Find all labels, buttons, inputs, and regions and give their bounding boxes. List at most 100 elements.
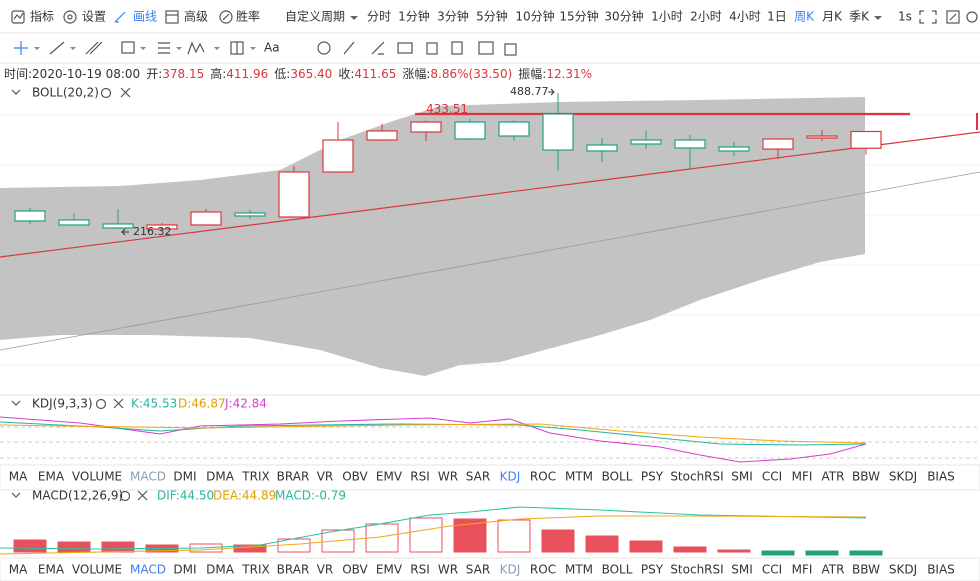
indicator-tab[interactable]: ATR	[822, 563, 845, 577]
indicator-tab[interactable]: CCI	[762, 563, 782, 577]
period[interactable]: 5分钟	[476, 9, 508, 24]
indicator-tab[interactable]: ROC	[530, 563, 556, 577]
indicator-tab[interactable]: BOLL	[602, 563, 633, 577]
indicator-tab[interactable]: BBW	[852, 470, 880, 484]
indicator-tab[interactable]: TRIX	[241, 563, 269, 577]
indicator-tab[interactable]: ROC	[530, 470, 556, 484]
indicator-tab[interactable]: DMI	[173, 563, 196, 577]
collapse[interactable]	[11, 400, 21, 406]
candle-body	[454, 121, 486, 140]
drawing-tools	[14, 41, 517, 56]
period[interactable]: 10分钟	[515, 9, 554, 24]
indicator-tab[interactable]: MA	[9, 563, 28, 577]
indicator-tab[interactable]: StochRSI	[670, 470, 723, 484]
close-icon[interactable]	[137, 490, 148, 501]
indicator-tab[interactable]: BRAR	[277, 470, 310, 484]
period[interactable]: 分时	[367, 10, 391, 24]
indicator-tab[interactable]: EMV	[376, 470, 403, 484]
indicator-tab[interactable]: MACD	[130, 563, 166, 577]
indicator-tab[interactable]: VOLUME	[72, 563, 122, 577]
toolbar-item[interactable]: 胜率	[236, 9, 260, 24]
indicator-tab[interactable]: BBW	[852, 563, 880, 577]
indicator-tab[interactable]: RSI	[410, 563, 430, 577]
info-label: 收:	[338, 67, 354, 81]
settings-icon[interactable]	[95, 398, 107, 410]
indicator-tab[interactable]: KDJ	[500, 470, 521, 484]
indicator-tab[interactable]: MA	[9, 470, 28, 484]
kdj-k-line	[0, 421, 867, 446]
indicator-tab[interactable]: MTM	[565, 563, 593, 577]
indicator-tab[interactable]: SMI	[731, 563, 753, 577]
indicator-tab[interactable]: MACD	[130, 470, 166, 484]
period[interactable]: 15分钟	[559, 9, 598, 24]
indicator-tab[interactable]: MFI	[792, 470, 813, 484]
indicator-tab[interactable]: BIAS	[927, 563, 955, 577]
indicator-tab[interactable]: SMI	[731, 470, 753, 484]
indicator-tab[interactable]: ATR	[822, 470, 845, 484]
indicator-tab[interactable]: BRAR	[277, 563, 310, 577]
indicator-tab[interactable]: PSY	[641, 470, 664, 484]
indicator-tab[interactable]: EMV	[376, 563, 403, 577]
settings-icon[interactable]	[119, 490, 131, 502]
toolbar-item[interactable]: 画线	[133, 10, 157, 24]
indicator-tab[interactable]: CCI	[762, 470, 782, 484]
candle-body	[718, 146, 750, 152]
indicator-tab[interactable]: OBV	[342, 563, 368, 577]
indicator-tab[interactable]: StochRSI	[670, 563, 723, 577]
indicator-tab[interactable]: PSY	[641, 563, 664, 577]
boll-label: BOLL(20,2)	[32, 86, 99, 100]
toolbar-item[interactable]: 设置	[82, 10, 106, 24]
toolbar-item[interactable]: 指标	[30, 9, 54, 24]
text-tool[interactable]: Aa	[264, 41, 280, 55]
period[interactable]: 30分钟	[604, 9, 643, 24]
period[interactable]: 1小时	[651, 10, 683, 24]
indicator-tab[interactable]: SKDJ	[889, 563, 917, 577]
indicator-tab[interactable]: MFI	[792, 563, 813, 577]
candle-body	[762, 138, 794, 150]
indicator-tab[interactable]: KDJ	[500, 563, 521, 577]
period[interactable]: 自定义周期	[285, 9, 345, 24]
period[interactable]: 3分钟	[437, 9, 469, 24]
indicator-tab[interactable]: WR	[438, 563, 458, 577]
indicator-tab[interactable]: DMI	[173, 470, 196, 484]
indicator-tab[interactable]: OBV	[342, 470, 368, 484]
indicator-tab[interactable]: DMA	[206, 470, 235, 484]
indicator-tab[interactable]: BIAS	[927, 470, 955, 484]
speed[interactable]: 1s	[898, 10, 912, 24]
indicator-tab[interactable]: DMA	[206, 563, 235, 577]
candle-body	[102, 223, 134, 229]
indicator-tab[interactable]: VOLUME	[72, 470, 122, 484]
collapse[interactable]	[11, 492, 21, 498]
indicator-tab[interactable]: VR	[317, 470, 334, 484]
settings-icon[interactable]	[100, 87, 112, 99]
dropdown-caret	[350, 16, 358, 20]
indicator-tab[interactable]: EMA	[38, 470, 65, 484]
indicator-tab[interactable]: SAR	[466, 563, 490, 577]
peak-label: 488.77	[510, 85, 549, 98]
period[interactable]: 周K	[794, 10, 815, 24]
candle-body	[234, 212, 266, 217]
indicator-tab[interactable]: SAR	[466, 470, 490, 484]
indicator-tab[interactable]: WR	[438, 470, 458, 484]
info-value: 8.86%(33.50)	[430, 67, 512, 81]
indicator-tab[interactable]: SKDJ	[889, 470, 917, 484]
period[interactable]: 1日	[767, 10, 787, 24]
indicator-tab[interactable]: RSI	[410, 470, 430, 484]
period[interactable]: 1分钟	[398, 9, 430, 24]
close-icon[interactable]	[120, 87, 131, 98]
period[interactable]: 月K	[822, 10, 843, 24]
period[interactable]: 4小时	[729, 10, 761, 24]
close-icon[interactable]	[113, 398, 124, 409]
indicator-tab[interactable]: EMA	[38, 563, 65, 577]
indicator-tab[interactable]: TRIX	[241, 470, 269, 484]
toolbar-item[interactable]: 高级	[184, 9, 208, 24]
period[interactable]: 2小时	[690, 10, 722, 24]
period[interactable]: 季K	[849, 10, 870, 24]
indicator-tab[interactable]: MTM	[565, 470, 593, 484]
indicator-tab[interactable]: BOLL	[602, 470, 633, 484]
indicator-tab[interactable]: VR	[317, 563, 334, 577]
collapse[interactable]	[11, 89, 21, 95]
candle-body	[586, 144, 618, 152]
peak-arrow	[548, 88, 555, 96]
info-label: 低:	[274, 67, 290, 81]
